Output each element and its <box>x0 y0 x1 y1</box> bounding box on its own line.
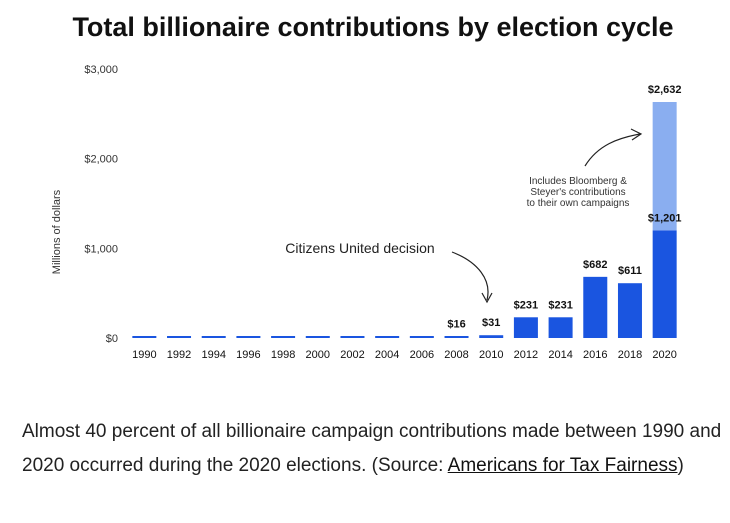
data-label: $231 <box>548 299 572 311</box>
bar <box>305 336 330 338</box>
bar <box>132 336 157 338</box>
y-axis-label: Millions of dollars <box>51 189 63 274</box>
data-label: $2,632 <box>648 84 682 96</box>
x-tick-label: 2006 <box>410 349 434 361</box>
chart-title: Total billionaire contributions by elect… <box>72 12 673 42</box>
citizens-united-annotation: Citizens United decision <box>285 240 434 256</box>
bar-self-funding <box>652 101 677 231</box>
x-axis-ticks: 1990 1992 1994 1996 1998 2000 2002 2004 2006 2008… <box>132 349 677 361</box>
x-tick-label: 2010 <box>479 349 503 361</box>
x-tick-label: 2000 <box>306 349 330 361</box>
self-funding-arrow <box>584 133 641 167</box>
y-tick-label: $3,000 <box>84 64 118 76</box>
y-tick-label: $0 <box>106 333 118 345</box>
caption-text: Almost 40 percent of all billionaire cam… <box>22 421 722 476</box>
data-label: $16 <box>447 319 465 331</box>
y-tick-label: $2,000 <box>84 154 118 166</box>
x-tick-label: 2020 <box>652 349 676 361</box>
x-tick-label: 2012 <box>514 349 538 361</box>
x-tick-label: 1998 <box>271 349 295 361</box>
data-label: $31 <box>482 317 500 329</box>
citizens-united-arrow <box>451 251 489 301</box>
x-tick-label: 2008 <box>444 349 468 361</box>
x-tick-label: 1992 <box>167 349 191 361</box>
data-label: $1,201 <box>648 212 682 224</box>
source-link[interactable]: Americans for Tax Fairness <box>447 455 678 476</box>
y-axis-ticks: $0 $1,000 $2,000 $3,000 <box>84 64 118 345</box>
bar <box>201 336 226 338</box>
bar <box>409 336 434 338</box>
x-tick-label: 2016 <box>583 349 607 361</box>
bar <box>375 336 400 338</box>
data-label: $682 <box>583 259 607 271</box>
bar <box>340 336 365 338</box>
x-tick-label: 2018 <box>618 349 642 361</box>
self-funding-annotation-line3: to their own campaigns <box>527 198 630 209</box>
billionaire-contributions-chart: Total billionaire contributions by elect… <box>51 12 681 361</box>
data-label: $611 <box>618 265 642 277</box>
bars <box>132 101 677 338</box>
bar <box>479 335 504 338</box>
x-tick-label: 1996 <box>236 349 260 361</box>
citizens-united-arrowhead <box>481 292 493 304</box>
bar <box>617 283 642 338</box>
x-tick-label: 2002 <box>340 349 364 361</box>
x-tick-label: 2004 <box>375 349 399 361</box>
bar <box>652 230 677 338</box>
data-labels: $16 $31 $231 $231 $682 $611 $1,201 $2,632 <box>447 84 681 331</box>
bar <box>236 336 261 338</box>
bar <box>444 336 469 338</box>
data-label: $231 <box>514 299 538 311</box>
y-tick-label: $1,000 <box>84 243 118 255</box>
bar <box>167 336 192 338</box>
self-funding-annotation-line2: Steyer's contributions <box>530 187 625 198</box>
bar <box>513 317 538 338</box>
x-tick-label: 1994 <box>201 349 225 361</box>
self-funding-arrowhead <box>630 128 643 141</box>
bar <box>583 276 608 338</box>
bar <box>271 336 296 338</box>
self-funding-annotation-line1: Includes Bloomberg & <box>529 176 627 187</box>
chart-caption: Almost 40 percent of all billionaire cam… <box>22 415 722 483</box>
x-tick-label: 1990 <box>132 349 156 361</box>
caption-closing: ) <box>677 455 684 476</box>
x-tick-label: 2014 <box>548 349 572 361</box>
bar <box>548 317 573 338</box>
